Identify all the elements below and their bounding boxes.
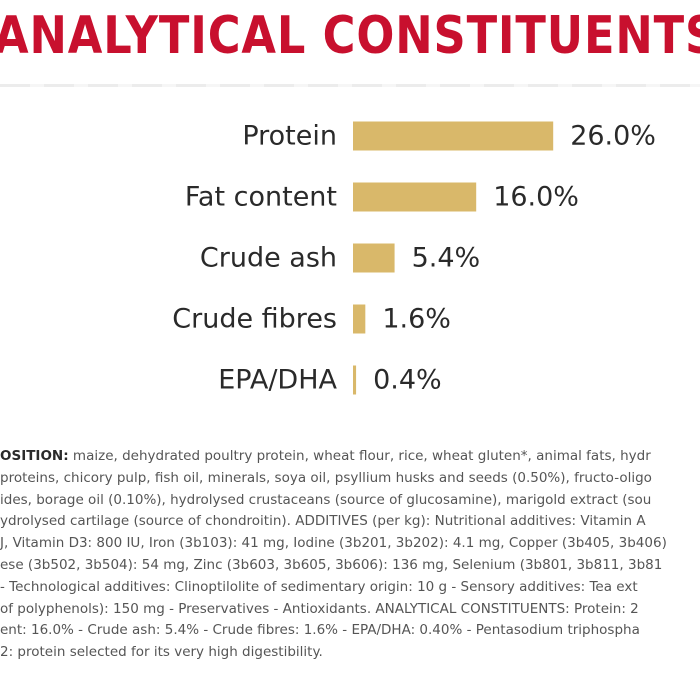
composition-line-7: of polyphenols): 150 mg - Preservatives …: [0, 600, 639, 617]
value-label-protein: 26.0%: [570, 121, 656, 152]
bar-protein: [353, 121, 554, 151]
bar-fat-content: [353, 182, 477, 212]
category-label-crude-fibres: Crude fibres: [172, 304, 337, 335]
composition-line-9: 2: protein selected for its very high di…: [0, 644, 323, 661]
category-label-protein: Protein: [242, 121, 337, 152]
value-label-epa-dha: 0.4%: [373, 365, 442, 396]
value-label-fat-content: 16.0%: [493, 182, 579, 213]
composition-line-1: proteins, chicory pulp, fish oil, minera…: [0, 469, 652, 486]
page-title: ANALYTICAL CONSTITUENTS: [0, 6, 700, 66]
category-label-crude-ash: Crude ash: [200, 243, 337, 274]
bar-crude-fibres: [353, 304, 366, 334]
category-label-fat-content: Fat content: [185, 182, 337, 213]
composition-label: OSITION:: [0, 448, 69, 464]
value-label-crude-ash: 5.4%: [412, 243, 481, 274]
bar-crude-ash: [353, 243, 395, 273]
composition-text: OSITION: maize, dehydrated poultry prote…: [0, 446, 700, 686]
bar-epa-dha: [353, 365, 357, 395]
composition-line-6: - Technological additives: Clinoptilolit…: [0, 578, 638, 595]
category-label-epa-dha: EPA/DHA: [218, 365, 337, 396]
value-label-crude-fibres: 1.6%: [382, 304, 451, 335]
decorative-divider: [0, 84, 700, 87]
composition-line-5: ese (3b502, 3b504): 54 mg, Zinc (3b603, …: [0, 556, 663, 573]
composition-line-4: J, Vitamin D3: 800 IU, Iron (3b103): 41 …: [0, 535, 667, 552]
composition-line-2: ides, borage oil (0.10%), hydrolysed cru…: [0, 491, 652, 508]
composition-line-0: OSITION: maize, dehydrated poultry prote…: [0, 446, 700, 468]
analytical-constituents-chart: Protein 26.0% Fat content 16.0% Crude ash 5.4…: [172, 121, 656, 396]
composition-line-0-text: maize, dehydrated poultry protein, wheat…: [68, 448, 651, 464]
composition-line-3: ydrolysed cartilage (source of chondroit…: [0, 513, 646, 530]
composition-line-8: ent: 16.0% - Crude ash: 5.4% - Crude fib…: [0, 622, 640, 639]
